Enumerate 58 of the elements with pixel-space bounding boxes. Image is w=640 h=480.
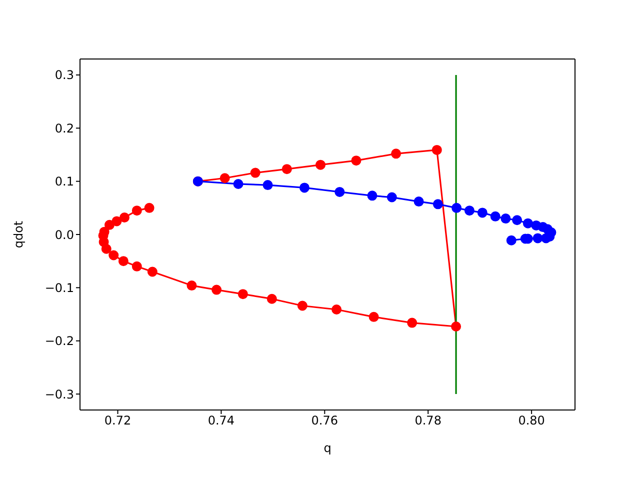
point	[506, 235, 516, 246]
point	[282, 164, 292, 174]
point	[299, 182, 310, 193]
point	[532, 233, 543, 244]
y-tick-label: 0.2	[54, 121, 74, 136]
point	[99, 226, 110, 237]
point	[432, 199, 443, 210]
point	[132, 261, 142, 272]
point	[368, 312, 379, 322]
point	[367, 190, 378, 201]
point	[144, 202, 154, 213]
y-tick-label: 0.0	[54, 228, 74, 242]
point	[391, 148, 402, 159]
point	[316, 160, 326, 170]
x-axis-title: q	[324, 441, 332, 455]
point	[512, 215, 522, 226]
point	[104, 220, 114, 230]
point	[522, 218, 533, 228]
point	[147, 266, 158, 277]
point	[386, 192, 397, 202]
point	[432, 144, 442, 155]
point	[407, 318, 418, 328]
point	[262, 180, 273, 190]
point	[132, 206, 142, 216]
point	[541, 233, 552, 244]
point	[212, 284, 222, 295]
point	[118, 256, 128, 266]
x-tick-label: 0.76	[311, 414, 338, 428]
y-tick-label: 0.1	[54, 174, 74, 189]
point	[186, 280, 197, 291]
point	[351, 156, 362, 166]
point	[233, 178, 244, 189]
point	[220, 173, 230, 184]
point	[334, 186, 345, 197]
point	[119, 212, 130, 222]
y-tick-label: 0.3	[54, 68, 74, 82]
point	[108, 250, 119, 260]
y-axis-title: qdot	[11, 220, 26, 248]
point	[490, 211, 500, 222]
point	[332, 304, 342, 314]
y-tick-label: −0.1	[44, 280, 74, 295]
point	[112, 216, 122, 226]
point	[477, 208, 488, 218]
point	[238, 289, 248, 300]
x-tick-label: 0.72	[104, 414, 132, 428]
point	[464, 206, 474, 216]
x-tick-label: 0.78	[414, 414, 442, 428]
point	[250, 168, 260, 178]
y-tick-label: −0.2	[44, 334, 74, 348]
y-tick-label: −0.3	[44, 387, 74, 402]
x-tick-label: 0.80	[518, 414, 545, 428]
point	[266, 294, 277, 304]
point	[451, 322, 462, 332]
point	[414, 196, 424, 207]
point	[297, 300, 308, 311]
point	[452, 202, 462, 213]
x-tick-label: 0.74	[208, 414, 235, 428]
point	[500, 214, 511, 224]
